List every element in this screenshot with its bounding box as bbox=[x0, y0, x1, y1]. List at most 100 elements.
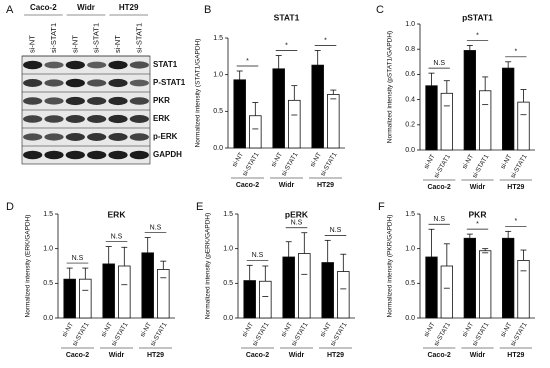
bar bbox=[425, 85, 438, 151]
panel-letter: E bbox=[196, 201, 203, 213]
blot-band bbox=[23, 97, 43, 105]
blot-band bbox=[108, 133, 128, 141]
significance-label: N.S bbox=[72, 255, 84, 262]
group-label: HT29 bbox=[327, 352, 344, 359]
y-tick-label: 1.5 bbox=[405, 211, 415, 218]
bar bbox=[272, 68, 285, 149]
lane-label: si-NT bbox=[113, 35, 122, 53]
blot-band bbox=[108, 96, 128, 106]
lane-label: si-STAT1 bbox=[49, 23, 58, 53]
y-tick-label: 1.5 bbox=[43, 211, 53, 218]
significance-label: N.S bbox=[111, 233, 123, 240]
y-tick-label: 1.0 bbox=[405, 246, 415, 253]
bar bbox=[102, 263, 115, 319]
bar bbox=[517, 101, 530, 151]
x-tick-label: si-NT bbox=[500, 321, 514, 338]
group-label: HT29 bbox=[507, 352, 524, 359]
x-tick-label: si-NT bbox=[231, 151, 245, 168]
bar bbox=[259, 280, 272, 319]
y-tick-label: 0.0 bbox=[43, 315, 53, 322]
y-axis-label: Normalized intensity (ERK/GAPDH) bbox=[25, 215, 32, 318]
bar bbox=[479, 90, 492, 151]
blot-band bbox=[44, 97, 64, 105]
group-label: Caco-2 bbox=[236, 182, 259, 189]
blot-band bbox=[23, 79, 43, 87]
y-tick-label: 1.5 bbox=[213, 35, 223, 42]
bar bbox=[337, 271, 350, 319]
bar bbox=[321, 262, 334, 319]
significance-label: * bbox=[285, 42, 288, 49]
x-tick-label: si-NT bbox=[500, 153, 514, 170]
lane-label: si-NT bbox=[28, 35, 37, 53]
bar bbox=[327, 94, 340, 149]
cell-line-label: HT29 bbox=[119, 3, 139, 12]
blot-band bbox=[44, 61, 64, 69]
blot-band bbox=[23, 60, 43, 70]
chart-title: ERK bbox=[108, 209, 127, 219]
y-axis-label: Normalized intensity (pSTAT1/GAPDH) bbox=[387, 31, 394, 143]
significance-label: * bbox=[514, 49, 517, 56]
group-label: Widr bbox=[109, 352, 125, 359]
y-tick-label: 0.5 bbox=[213, 108, 223, 115]
x-tick-label: si-NT bbox=[280, 321, 294, 338]
blot-band bbox=[108, 60, 128, 70]
lane-label: si-STAT1 bbox=[92, 23, 101, 53]
group-label: Widr bbox=[470, 352, 486, 359]
bar bbox=[517, 260, 530, 319]
protein-label: GAPDH bbox=[153, 150, 182, 159]
protein-label: PKR bbox=[153, 96, 170, 105]
group-label: Widr bbox=[470, 184, 486, 191]
bar bbox=[502, 67, 515, 151]
bar bbox=[502, 237, 515, 319]
panel-letter: F bbox=[378, 201, 385, 213]
y-axis-label: Normalized intensity (pERK/GAPDH) bbox=[205, 213, 212, 320]
y-tick-label: 0.2 bbox=[405, 122, 415, 129]
bar bbox=[311, 64, 324, 149]
bar bbox=[463, 237, 476, 319]
x-tick-label: si-NT bbox=[139, 321, 153, 338]
blot-band bbox=[108, 78, 128, 88]
bar bbox=[243, 280, 256, 319]
significance-label: N.S bbox=[291, 220, 303, 227]
group-label: HT29 bbox=[317, 182, 334, 189]
group-label: Widr bbox=[279, 182, 295, 189]
blot-band bbox=[87, 79, 107, 87]
x-tick-label: si-NT bbox=[241, 321, 255, 338]
group-label: Caco-2 bbox=[246, 352, 269, 359]
bar bbox=[282, 256, 295, 319]
blot-band bbox=[129, 97, 149, 105]
chart-title: pSTAT1 bbox=[462, 12, 493, 22]
blot-band bbox=[65, 150, 85, 160]
group-label: Caco-2 bbox=[427, 184, 450, 191]
y-tick-label: 0.5 bbox=[223, 280, 233, 287]
significance-label: N.S bbox=[433, 216, 445, 223]
x-tick-label: si-NT bbox=[423, 321, 437, 338]
blot-band bbox=[65, 78, 85, 88]
x-tick-label: si-NT bbox=[461, 153, 475, 170]
bar bbox=[157, 269, 170, 319]
group-label: Widr bbox=[289, 352, 305, 359]
blot-band bbox=[65, 115, 85, 123]
x-tick-label: si-NT bbox=[319, 321, 333, 338]
protein-label: p-ERK bbox=[153, 132, 178, 141]
panel-letter: C bbox=[376, 4, 384, 16]
blot-band bbox=[108, 150, 128, 160]
y-tick-label: 0.0 bbox=[213, 145, 223, 152]
panel-letter: D bbox=[6, 201, 14, 213]
y-tick-label: 1.0 bbox=[223, 246, 233, 253]
blot-band bbox=[65, 60, 85, 70]
protein-label: P-STAT1 bbox=[153, 78, 186, 87]
blot-band bbox=[65, 133, 85, 141]
blot-band bbox=[129, 79, 149, 87]
significance-label: * bbox=[476, 32, 479, 39]
blot-band bbox=[87, 150, 107, 160]
y-tick-label: 0.5 bbox=[405, 280, 415, 287]
blot-band bbox=[23, 150, 43, 160]
panel-letter: A bbox=[6, 4, 14, 16]
significance-label: * bbox=[246, 58, 249, 65]
lane-label: si-NT bbox=[70, 35, 79, 53]
significance-label: * bbox=[514, 218, 517, 225]
bar bbox=[63, 278, 76, 319]
protein-label: ERK bbox=[153, 114, 170, 123]
bar bbox=[463, 50, 476, 151]
